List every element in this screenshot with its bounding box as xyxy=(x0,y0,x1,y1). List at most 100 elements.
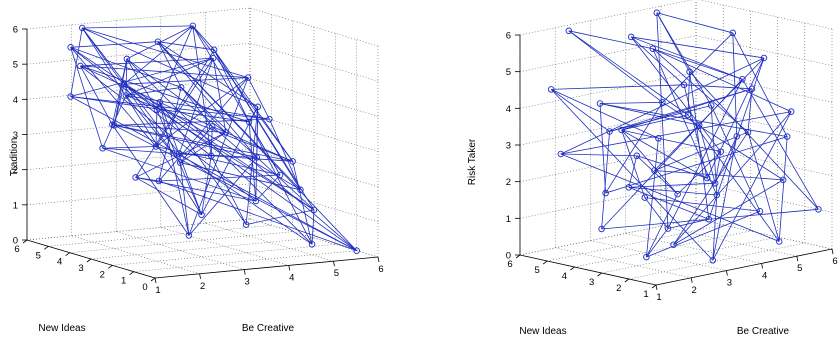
data-point xyxy=(254,103,262,111)
series-edge xyxy=(560,57,765,155)
x-tick-label: 2 xyxy=(692,285,697,296)
grid-line xyxy=(695,108,833,140)
grid-line xyxy=(695,182,833,213)
series-edge xyxy=(560,111,792,155)
data-point xyxy=(815,206,822,213)
series-edge xyxy=(158,87,182,182)
data-point xyxy=(783,133,791,140)
data-point xyxy=(695,122,703,129)
series-edge xyxy=(662,32,734,103)
series-edge xyxy=(621,129,678,195)
z-tick-label: 0 xyxy=(506,251,511,262)
series-edge xyxy=(714,151,722,184)
grid-line xyxy=(26,183,251,206)
series-edge xyxy=(157,41,258,158)
data-point xyxy=(79,24,86,32)
data-point xyxy=(198,211,205,218)
data-point xyxy=(242,221,250,228)
data-point xyxy=(297,186,304,194)
series-edge xyxy=(135,132,226,178)
grid-line xyxy=(519,108,697,146)
data-point xyxy=(717,148,725,155)
series-edge xyxy=(210,155,247,225)
series-edge xyxy=(102,147,256,202)
series-edge xyxy=(114,124,257,158)
series-edge xyxy=(159,102,202,215)
series-edge xyxy=(646,228,669,258)
x-tick-label: 6 xyxy=(378,264,383,275)
series-edge xyxy=(662,101,784,181)
series-edge xyxy=(135,177,256,202)
data-point xyxy=(155,177,163,185)
series-edge xyxy=(560,153,780,242)
grid-line xyxy=(699,0,833,30)
series-edge xyxy=(628,155,638,188)
series-edge xyxy=(656,12,669,229)
series-edge xyxy=(211,126,357,251)
series-edge xyxy=(201,155,212,215)
series-edge xyxy=(157,41,215,51)
x-tick xyxy=(690,277,693,283)
y-tick-label: 4 xyxy=(562,271,567,282)
series-edge xyxy=(126,58,313,245)
series-edge xyxy=(568,30,663,103)
y-tick-label: 1 xyxy=(643,289,648,300)
series-edge xyxy=(192,25,212,157)
series-edge xyxy=(155,109,158,147)
z-tick-label: 3 xyxy=(506,141,511,152)
series-edge xyxy=(248,121,281,176)
data-point xyxy=(606,128,613,135)
x-tick-label: 4 xyxy=(762,270,767,281)
grid-line xyxy=(519,0,693,36)
data-point xyxy=(308,241,316,248)
data-point xyxy=(760,54,768,62)
series-edge xyxy=(70,96,270,120)
series-edge xyxy=(180,87,213,127)
grid-line xyxy=(660,225,797,257)
y-tick xyxy=(597,272,602,277)
x-axis-label: Be Creative xyxy=(737,326,790,337)
data-point xyxy=(598,225,605,233)
data-point xyxy=(132,174,139,181)
data-point xyxy=(353,247,360,254)
y-axis-label: New Ideas xyxy=(519,326,566,337)
grid-line xyxy=(625,233,762,264)
series-edge xyxy=(667,79,743,229)
data-point xyxy=(649,45,657,52)
series-edge xyxy=(135,177,202,216)
data-point xyxy=(153,106,161,114)
data-point xyxy=(775,238,783,245)
series-edge xyxy=(125,58,128,96)
data-point xyxy=(711,179,719,187)
series-edge xyxy=(636,155,678,195)
series-edge xyxy=(159,25,194,103)
x-axis-label: Be Creative xyxy=(242,323,295,334)
series-edge xyxy=(656,12,690,72)
series-edge xyxy=(778,136,788,242)
series-edge xyxy=(601,124,700,230)
series-edge xyxy=(621,129,659,139)
data-point xyxy=(67,93,74,100)
series-edge xyxy=(180,87,227,133)
x-tick xyxy=(377,256,380,263)
y-tick-label: 5 xyxy=(36,250,41,261)
series-edge xyxy=(159,102,190,236)
series-edge xyxy=(747,131,780,242)
series-edge xyxy=(621,129,716,184)
series-edge xyxy=(631,36,765,59)
grid-line xyxy=(249,78,379,117)
series-edge xyxy=(114,125,357,252)
series-edge xyxy=(605,102,663,194)
z-tick-label: 3 xyxy=(13,130,18,141)
series-edge xyxy=(248,121,257,202)
x-tick-label: 1 xyxy=(656,292,661,303)
y-axis-label: New Ideas xyxy=(38,323,85,334)
data-point xyxy=(705,215,713,223)
series-edge xyxy=(601,131,610,230)
data-point xyxy=(739,75,746,83)
grid-line xyxy=(519,218,697,256)
data-point xyxy=(653,9,661,17)
series-edge xyxy=(135,177,159,182)
data-point xyxy=(547,86,555,93)
series-edge xyxy=(70,47,157,147)
